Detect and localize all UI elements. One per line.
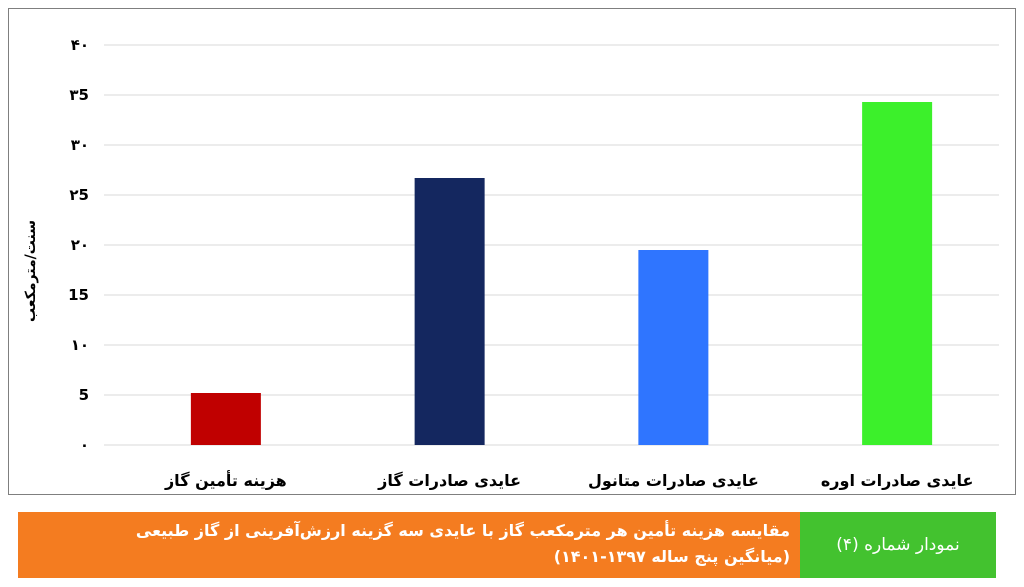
y-tick-label: ۰ [80,436,89,454]
x-tick-label: عایدی صادرات متانول [588,471,759,490]
y-tick-label: 15 [68,286,89,304]
y-tick-label: ۳5 [69,86,89,104]
bar [862,102,933,445]
caption-bar: مقایسه هزینه تأمین هر مترمکعب گاز با عای… [18,512,996,578]
caption-text: مقایسه هزینه تأمین هر مترمکعب گاز با عای… [28,518,790,574]
x-tick-label: عایدی صادرات گاز [377,471,521,490]
y-axis-label: سنت/مترمکعب [23,220,39,322]
bar-chart: ۰ 5 ۱۰ 15 ۲۰ ۲5 ۳۰ ۳5 ۴۰ هزینه تأمین گاز عایدی صا… [23,36,999,490]
y-tick-label: ۲5 [69,186,89,204]
y-tick-label: ۱۰ [71,336,89,354]
caption-line-2: (میانگین پنج ساله ۱۳۹۷-۱۴۰۱) [553,547,790,566]
caption-figure-label: نمودار شماره (۴) [800,512,996,578]
bar [190,393,261,445]
y-tick-label: 5 [79,386,89,404]
bar [414,178,485,445]
caption-line-1: مقایسه هزینه تأمین هر مترمکعب گاز با عای… [135,521,790,540]
y-tick-label: ۲۰ [71,236,89,254]
chart-frame: ۰ 5 ۱۰ 15 ۲۰ ۲5 ۳۰ ۳5 ۴۰ هزینه تأمین گاز عایدی صا… [8,8,1016,495]
x-tick-label: عایدی صادرات اوره [821,471,974,490]
y-tick-label: ۴۰ [71,36,89,54]
x-tick-label: هزینه تأمین گاز [164,470,287,490]
y-tick-label: ۳۰ [71,136,89,154]
bar [638,250,709,445]
